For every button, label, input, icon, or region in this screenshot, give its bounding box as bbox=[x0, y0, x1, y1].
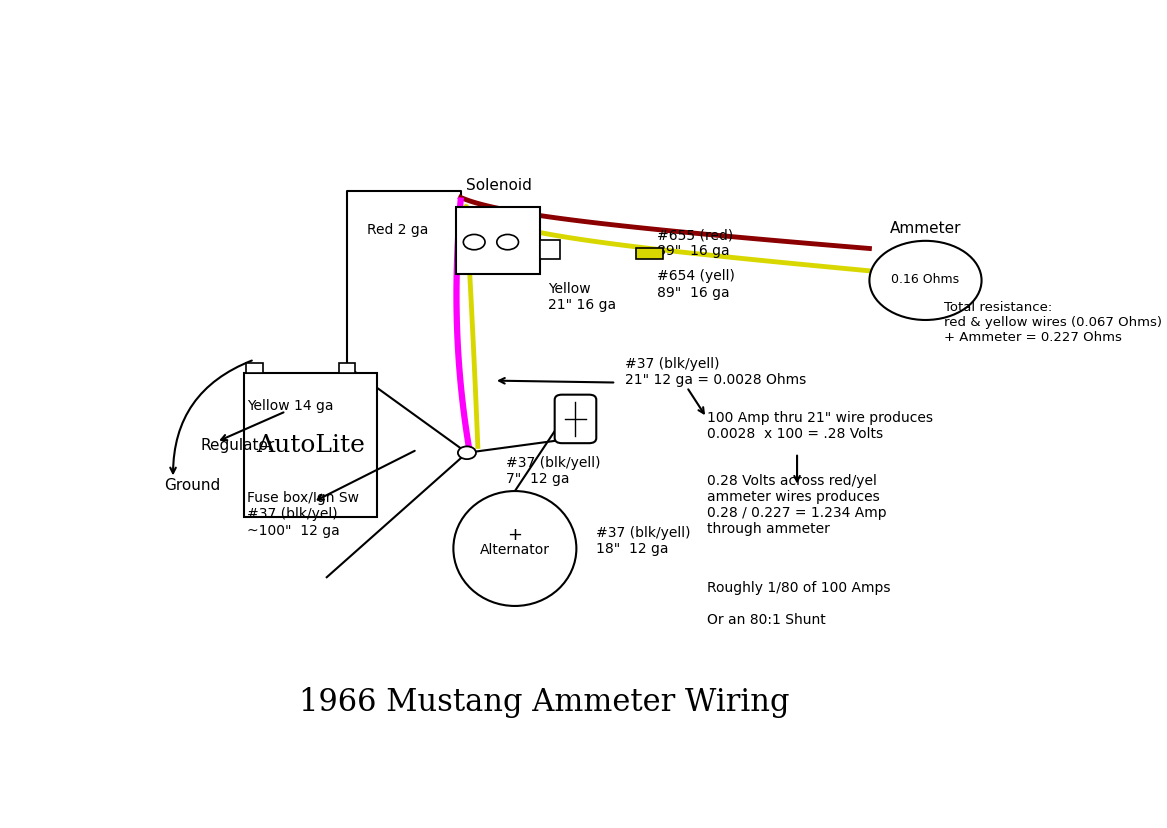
Circle shape bbox=[457, 447, 476, 460]
FancyBboxPatch shape bbox=[554, 395, 596, 444]
Ellipse shape bbox=[453, 492, 576, 606]
Text: Ammeter: Ammeter bbox=[889, 220, 962, 236]
Bar bbox=[540, 241, 560, 260]
Text: Ground: Ground bbox=[163, 478, 221, 493]
Circle shape bbox=[463, 235, 485, 250]
Text: 1966 Mustang Ammeter Wiring: 1966 Mustang Ammeter Wiring bbox=[299, 686, 789, 717]
Text: AutoLite: AutoLite bbox=[256, 434, 365, 457]
Text: #654 (yell)
89"  16 ga: #654 (yell) 89" 16 ga bbox=[657, 269, 735, 300]
Text: Solenoid: Solenoid bbox=[466, 178, 531, 193]
Text: Fuse box/Ign Sw
#37 (blk/yel)
~100"  12 ga: Fuse box/Ign Sw #37 (blk/yel) ~100" 12 g… bbox=[247, 491, 359, 537]
Text: Or an 80:1 Shunt: Or an 80:1 Shunt bbox=[706, 612, 825, 626]
Text: Red 2 ga: Red 2 ga bbox=[366, 223, 428, 237]
Text: 0.16 Ohms: 0.16 Ohms bbox=[892, 272, 959, 286]
Text: #37 (blk/yell)
7"  12 ga: #37 (blk/yell) 7" 12 ga bbox=[505, 455, 600, 485]
Text: +: + bbox=[508, 525, 523, 543]
Bar bbox=[456, 208, 540, 275]
Circle shape bbox=[869, 242, 981, 320]
Text: #37 (blk/yell)
21" 12 ga = 0.0028 Ohms: #37 (blk/yell) 21" 12 ga = 0.0028 Ohms bbox=[626, 357, 806, 387]
Text: Regulator: Regulator bbox=[201, 437, 274, 452]
Text: #37 (blk/yell)
18"  12 ga: #37 (blk/yell) 18" 12 ga bbox=[596, 526, 691, 556]
Text: Yellow
21" 16 ga: Yellow 21" 16 ga bbox=[548, 282, 616, 312]
Text: 0.28 Volts across red/yel
ammeter wires produces
0.28 / 0.227 = 1.234 Amp
throug: 0.28 Volts across red/yel ammeter wires … bbox=[706, 473, 886, 536]
Text: 100 Amp thru 21" wire produces
0.0028  x 100 = .28 Volts: 100 Amp thru 21" wire produces 0.0028 x … bbox=[706, 411, 932, 440]
Bar bbox=[244, 373, 377, 517]
Bar bbox=[246, 363, 263, 373]
Circle shape bbox=[497, 235, 518, 250]
Text: #655 (red)
89"  16 ga: #655 (red) 89" 16 ga bbox=[657, 228, 733, 258]
Text: Alternator: Alternator bbox=[480, 542, 550, 556]
Text: Roughly 1/80 of 100 Amps: Roughly 1/80 of 100 Amps bbox=[706, 580, 890, 594]
Text: Yellow 14 ga: Yellow 14 ga bbox=[247, 398, 334, 412]
Text: Total resistance:
red & yellow wires (0.067 Ohms)
+ Ammeter = 0.227 Ohms: Total resistance: red & yellow wires (0.… bbox=[944, 301, 1161, 344]
Bar bbox=[636, 248, 663, 260]
Bar bbox=[338, 363, 355, 373]
